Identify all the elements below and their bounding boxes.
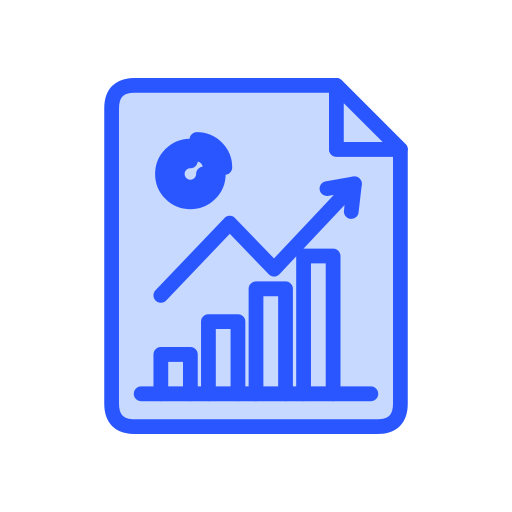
- analytics-document-icon: [46, 46, 466, 466]
